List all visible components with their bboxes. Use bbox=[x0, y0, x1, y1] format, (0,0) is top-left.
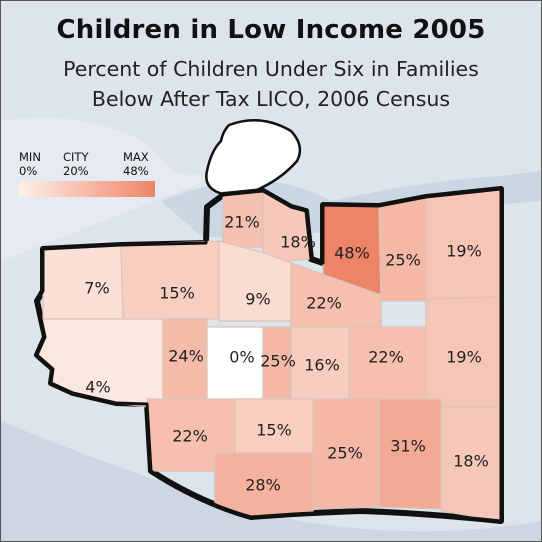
label-west-point-grey: 7% bbox=[84, 279, 109, 298]
label-west-end: 21% bbox=[224, 213, 260, 232]
legend-min-label: MIN bbox=[19, 150, 41, 164]
label-hastings-sunrise: 19% bbox=[446, 242, 482, 261]
label-fairview: 9% bbox=[245, 290, 270, 309]
label-marpole: 28% bbox=[245, 476, 281, 495]
label-kitsilano: 15% bbox=[159, 284, 195, 303]
zone-west-point-grey bbox=[42, 244, 124, 320]
label-victoria-fraserview: 31% bbox=[390, 437, 426, 456]
label-renfrew-collingwood: 19% bbox=[446, 348, 482, 367]
legend-max-value: 48% bbox=[123, 164, 149, 178]
label-oakridge: 15% bbox=[256, 421, 292, 440]
legend-city-label: CITY bbox=[63, 150, 89, 164]
city-outline-top bbox=[35, 187, 503, 523]
legend-max-label: MAX bbox=[123, 150, 149, 164]
label-kensington-cedar-cottage: 22% bbox=[368, 348, 404, 367]
label-strathcona: 48% bbox=[334, 244, 370, 263]
label-sunset: 25% bbox=[327, 444, 363, 463]
label-shaughnessy: 0% bbox=[229, 348, 254, 367]
legend-gradient-bar bbox=[19, 181, 155, 197]
zone-grandview bbox=[378, 196, 427, 302]
label-grandview: 25% bbox=[385, 251, 421, 270]
label-downtown: 18% bbox=[280, 233, 316, 252]
label-arbutus-ridge: 24% bbox=[168, 347, 204, 366]
zone-kitsilano bbox=[120, 240, 220, 320]
label-mount-pleasant: 22% bbox=[306, 294, 342, 313]
legend-city-value: 20% bbox=[63, 164, 89, 178]
label-south-cambie: 25% bbox=[260, 352, 296, 371]
legend-min-value: 0% bbox=[19, 164, 38, 178]
map-subtitle-line1: Percent of Children Under Six in Familie… bbox=[63, 57, 479, 81]
label-riley-park: 16% bbox=[304, 356, 340, 375]
label-killarney: 18% bbox=[453, 452, 489, 471]
label-kerrisdale: 22% bbox=[172, 427, 208, 446]
map-title: Children in Low Income 2005 bbox=[56, 15, 486, 45]
map-subtitle-line2: Below After Tax LICO, 2006 Census bbox=[91, 87, 451, 111]
fraser-river-water bbox=[1, 421, 541, 541]
label-dunbar: 4% bbox=[85, 378, 110, 397]
